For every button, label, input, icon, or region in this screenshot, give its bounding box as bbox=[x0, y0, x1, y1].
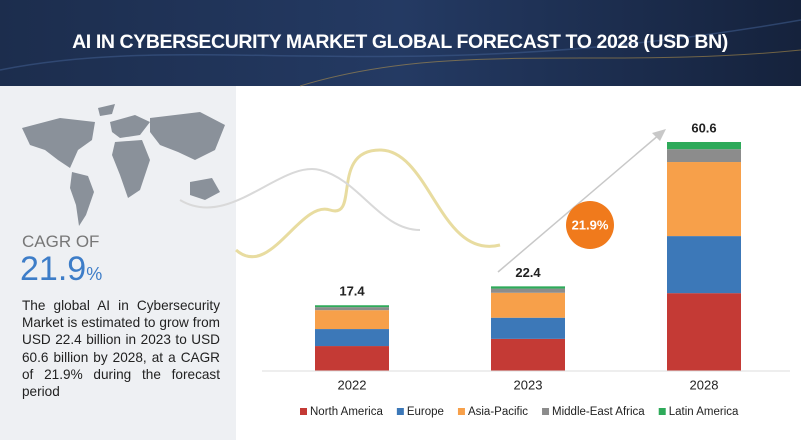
legend-label: North America bbox=[310, 406, 383, 418]
legend-label: Asia-Pacific bbox=[468, 406, 528, 418]
legend-swatch bbox=[658, 408, 666, 415]
bar-segment bbox=[491, 338, 565, 371]
legend-label: Middle-East Africa bbox=[552, 406, 645, 418]
chart-title: AI IN CYBERSECURITY MARKET GLOBAL FORECA… bbox=[72, 31, 728, 53]
description: The global AI in Cybersecurity Market is… bbox=[22, 298, 220, 400]
decor-swoosh bbox=[179, 168, 421, 231]
cagr-value-box: 21.9% bbox=[20, 250, 102, 289]
legend-swatch bbox=[457, 408, 465, 415]
growth-label: 21.9% bbox=[572, 217, 609, 232]
bar-segment bbox=[491, 288, 565, 293]
bar-segment bbox=[667, 293, 741, 371]
growth-arrowhead bbox=[652, 129, 666, 141]
cagr-caption: CAGR OF bbox=[22, 232, 100, 251]
legend-swatch bbox=[300, 408, 307, 415]
bar-segment bbox=[667, 236, 741, 294]
header-decor bbox=[0, 19, 801, 71]
legend-label: Latin America bbox=[669, 406, 739, 418]
legend-label: Europe bbox=[407, 406, 444, 418]
growth-bubble bbox=[566, 201, 614, 249]
total-label: 22.4 bbox=[515, 265, 541, 280]
bar-segment bbox=[315, 346, 389, 371]
legend-swatch bbox=[396, 408, 404, 415]
bar-segment bbox=[491, 292, 565, 318]
bar-segment bbox=[491, 317, 565, 339]
total-label: 60.6 bbox=[691, 120, 716, 135]
header-band bbox=[0, 0, 801, 86]
bar-segment bbox=[315, 307, 389, 311]
bar-segment bbox=[667, 149, 741, 163]
world-map bbox=[22, 104, 225, 226]
legend-swatch bbox=[542, 408, 550, 415]
growth-arrow bbox=[497, 133, 661, 273]
bar-segment bbox=[667, 162, 741, 237]
bar-segment bbox=[315, 310, 389, 330]
bar-segment bbox=[491, 286, 565, 289]
bar-segment bbox=[667, 142, 741, 150]
cagr-unit: % bbox=[86, 264, 103, 284]
x-tick-label: 2022 bbox=[338, 377, 367, 392]
cagr-value: 21.9 bbox=[20, 250, 87, 288]
x-tick-label: 2028 bbox=[690, 377, 719, 392]
bar-segment bbox=[315, 329, 389, 347]
total-label: 17.4 bbox=[339, 284, 365, 299]
decor-swoosh bbox=[235, 148, 501, 259]
header-decor bbox=[299, 49, 801, 87]
bar-segment bbox=[315, 305, 389, 308]
x-tick-label: 2023 bbox=[514, 377, 543, 392]
